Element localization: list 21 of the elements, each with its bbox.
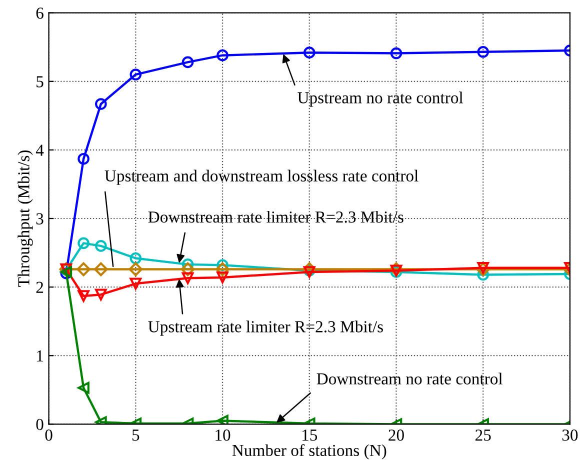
y-tick-label: 6: [36, 8, 44, 19]
annotation: Upstream no rate control: [298, 92, 464, 107]
x-tick-label: 15: [302, 430, 318, 441]
x-tick-label: 5: [132, 430, 140, 441]
annotation: Downstream rate limiter R=2.3 Mbit/s: [148, 210, 404, 223]
x-tick-label: 10: [216, 430, 230, 441]
y-tick-label: 3: [36, 213, 44, 224]
y-tick-label: 0: [36, 418, 44, 430]
x-tick-label: 25: [476, 430, 491, 441]
y-tick-label: 4: [36, 144, 44, 156]
x-axis-title: Number of stations (N): [232, 444, 386, 460]
x-tick-label: 0: [45, 430, 52, 441]
y-tick-label: 5: [36, 76, 44, 88]
x-tick-label: 30: [562, 430, 578, 441]
annotation: Upstream rate limiter R=2.3 Mbit/s: [148, 320, 383, 336]
y-tick-label: 2: [36, 282, 44, 293]
x-tick-label: 20: [388, 430, 404, 441]
y-axis-title: Throughput (Mbit/s): [18, 150, 33, 287]
annotation: Upstream and downstream lossless rate control: [104, 170, 418, 185]
annotation: Downstream no rate control: [316, 372, 503, 384]
y-tick-label: 1: [37, 350, 43, 362]
